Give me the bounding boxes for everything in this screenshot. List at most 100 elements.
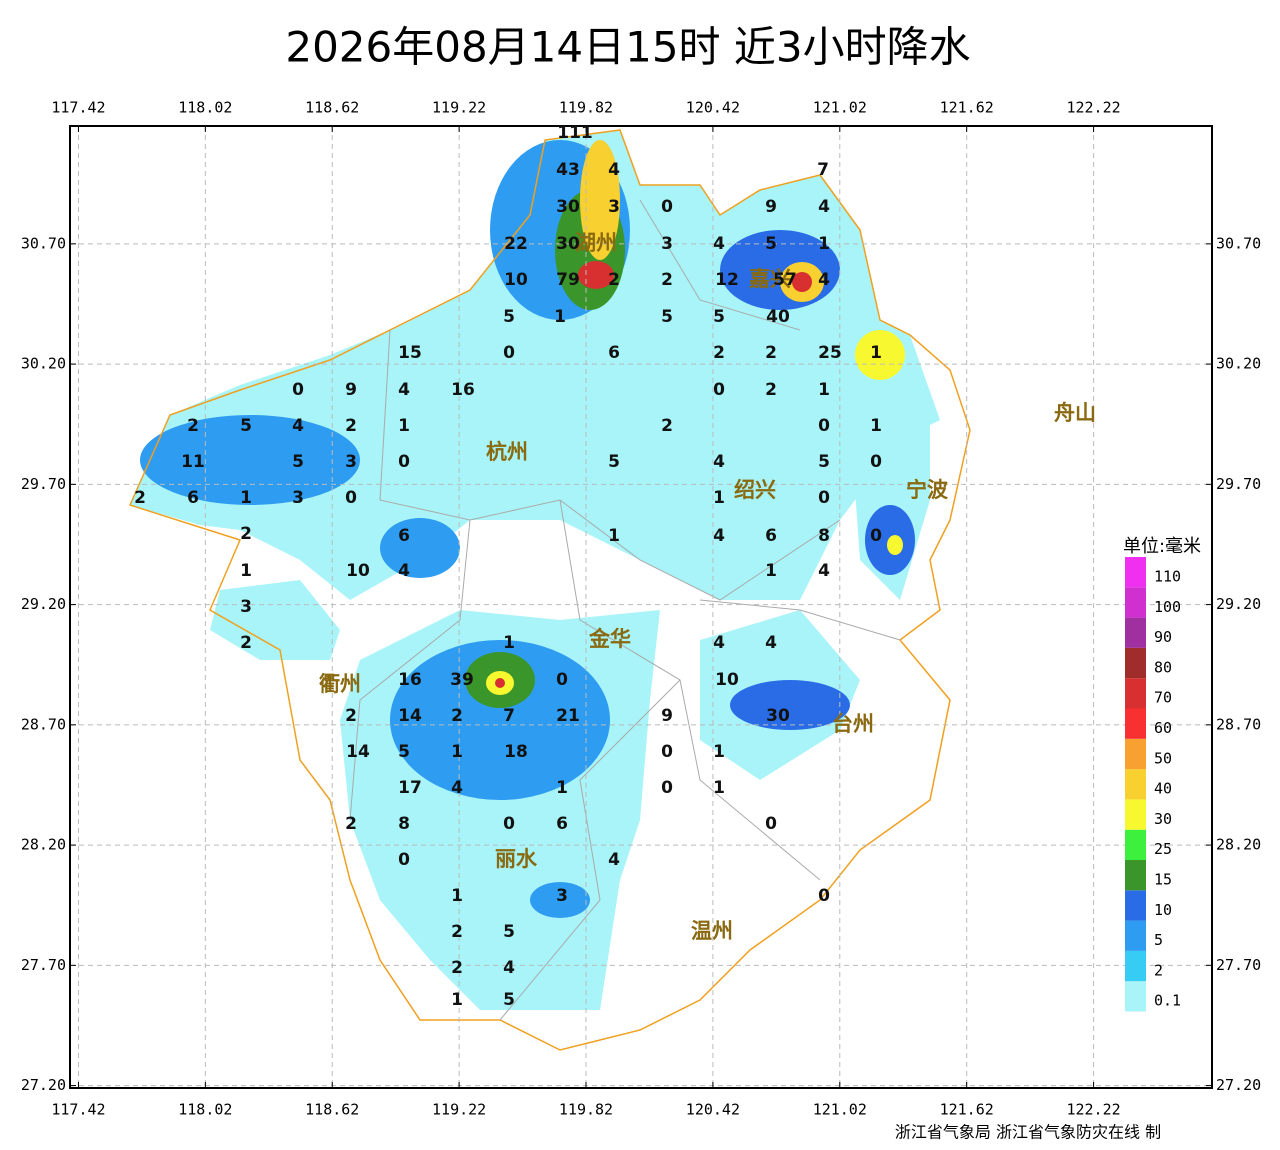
legend-label: 5 (1154, 931, 1163, 949)
x-tick-label: 120.42 (686, 1101, 740, 1119)
station-value: 4 (451, 778, 463, 798)
station-value: 1 (451, 990, 463, 1010)
station-value: 5 (503, 922, 515, 942)
station-value: 16 (398, 670, 422, 690)
station-value: 0 (818, 488, 830, 508)
province-border (128, 129, 971, 1051)
station-value: 2 (661, 416, 673, 436)
station-value: 1 (713, 742, 725, 762)
legend-label: 80 (1154, 658, 1172, 676)
precip-area (210, 580, 340, 660)
station-value: 1 (818, 234, 830, 254)
station-value: 0 (661, 197, 673, 217)
city-border (349, 199, 901, 1021)
x-tick-label: 121.02 (813, 99, 867, 117)
station-value: 0 (556, 670, 568, 690)
city-label: 舟山 (1054, 401, 1096, 425)
station-value: 2 (345, 416, 357, 436)
station-value: 79 (556, 270, 580, 290)
station-value: 5 (608, 452, 620, 472)
station-value: 6 (765, 526, 777, 546)
city-label: 嘉兴 (749, 267, 791, 291)
legend-swatch (1125, 981, 1146, 1012)
station-value: 14 (346, 742, 370, 762)
y-tick-label: 28.70 (1216, 715, 1261, 733)
station-value: 18 (504, 742, 528, 762)
station-value: 16 (451, 380, 475, 400)
y-tick-label: 28.70 (21, 715, 66, 733)
grid (70, 126, 1212, 1088)
station-value: 5 (503, 990, 515, 1010)
x-tick-label: 122.22 (1066, 99, 1120, 117)
station-value: 6 (556, 814, 568, 834)
station-value: 5 (765, 234, 777, 254)
legend-swatch (1125, 799, 1146, 830)
y-tick-label: 27.70 (21, 956, 66, 974)
legend-label: 60 (1154, 719, 1172, 737)
legend-swatch (1125, 557, 1146, 588)
y-tick-label: 29.70 (21, 475, 66, 493)
precip-area (887, 535, 903, 555)
station-value: 7 (503, 706, 515, 726)
x-tick-label: 121.62 (940, 99, 994, 117)
y-tick-label: 27.20 (21, 1076, 66, 1094)
city-label: 杭州 (486, 440, 528, 464)
legend-swatch (1125, 920, 1146, 951)
station-value: 1 (870, 416, 882, 436)
x-tick-label: 119.22 (432, 1101, 486, 1119)
station-value: 4 (713, 452, 725, 472)
legend-swatch (1125, 738, 1146, 770)
precip-area (578, 261, 614, 289)
legend-swatch (1125, 860, 1146, 891)
station-value: 0 (398, 850, 410, 870)
station-value: 2 (713, 343, 725, 363)
y-tick-label: 30.70 (21, 234, 66, 252)
station-value: 1 (240, 488, 252, 508)
station-value: 4 (398, 561, 410, 581)
station-value: 4 (292, 416, 304, 436)
station-value: 111 (557, 123, 593, 143)
legend-swatch (1125, 890, 1146, 921)
y-tick-label: 28.20 (1216, 836, 1261, 854)
station-value: 2 (451, 706, 463, 726)
station-value: 0 (818, 886, 830, 906)
station-value: 7 (817, 160, 829, 180)
map-title: 2026年08月14日15时 近3小时降水 (285, 23, 970, 72)
precip-area (580, 140, 620, 260)
city-label: 绍兴 (734, 478, 776, 502)
station-value: 5 (240, 416, 252, 436)
map-frame (69, 125, 1213, 1089)
station-value: 9 (661, 706, 673, 726)
station-value: 4 (713, 633, 725, 653)
precip-area (730, 680, 850, 730)
station-value: 2 (661, 270, 673, 290)
x-tick-label: 117.42 (51, 99, 105, 117)
station-value: 0 (713, 380, 725, 400)
station-value: 1 (451, 886, 463, 906)
legend-label: 40 (1154, 780, 1172, 798)
y-tick-label: 30.20 (1216, 355, 1261, 373)
station-value: 8 (818, 526, 830, 546)
y-tick-label: 28.20 (21, 836, 66, 854)
legend-swatch (1125, 587, 1146, 618)
legend-label: 50 (1154, 749, 1172, 767)
station-value: 2 (451, 922, 463, 942)
station-value: 0 (661, 742, 673, 762)
station-value: 2 (451, 958, 463, 978)
x-tick-label: 118.62 (305, 1101, 359, 1119)
station-value: 1 (608, 526, 620, 546)
station-value: 2 (240, 633, 252, 653)
station-value: 1 (765, 561, 777, 581)
legend-label: 15 (1154, 871, 1172, 889)
city-label: 温州 (691, 919, 733, 943)
station-value: 57 (773, 270, 797, 290)
station-value: 3 (661, 234, 673, 254)
legend-label: 10 (1154, 901, 1172, 919)
station-value: 10 (715, 670, 739, 690)
legend-label: 100 (1154, 598, 1181, 616)
station-value: 1 (713, 778, 725, 798)
station-value: 3 (608, 197, 620, 217)
station-value: 2 (608, 270, 620, 290)
station-value: 22 (504, 234, 528, 254)
station-value: 0 (292, 380, 304, 400)
